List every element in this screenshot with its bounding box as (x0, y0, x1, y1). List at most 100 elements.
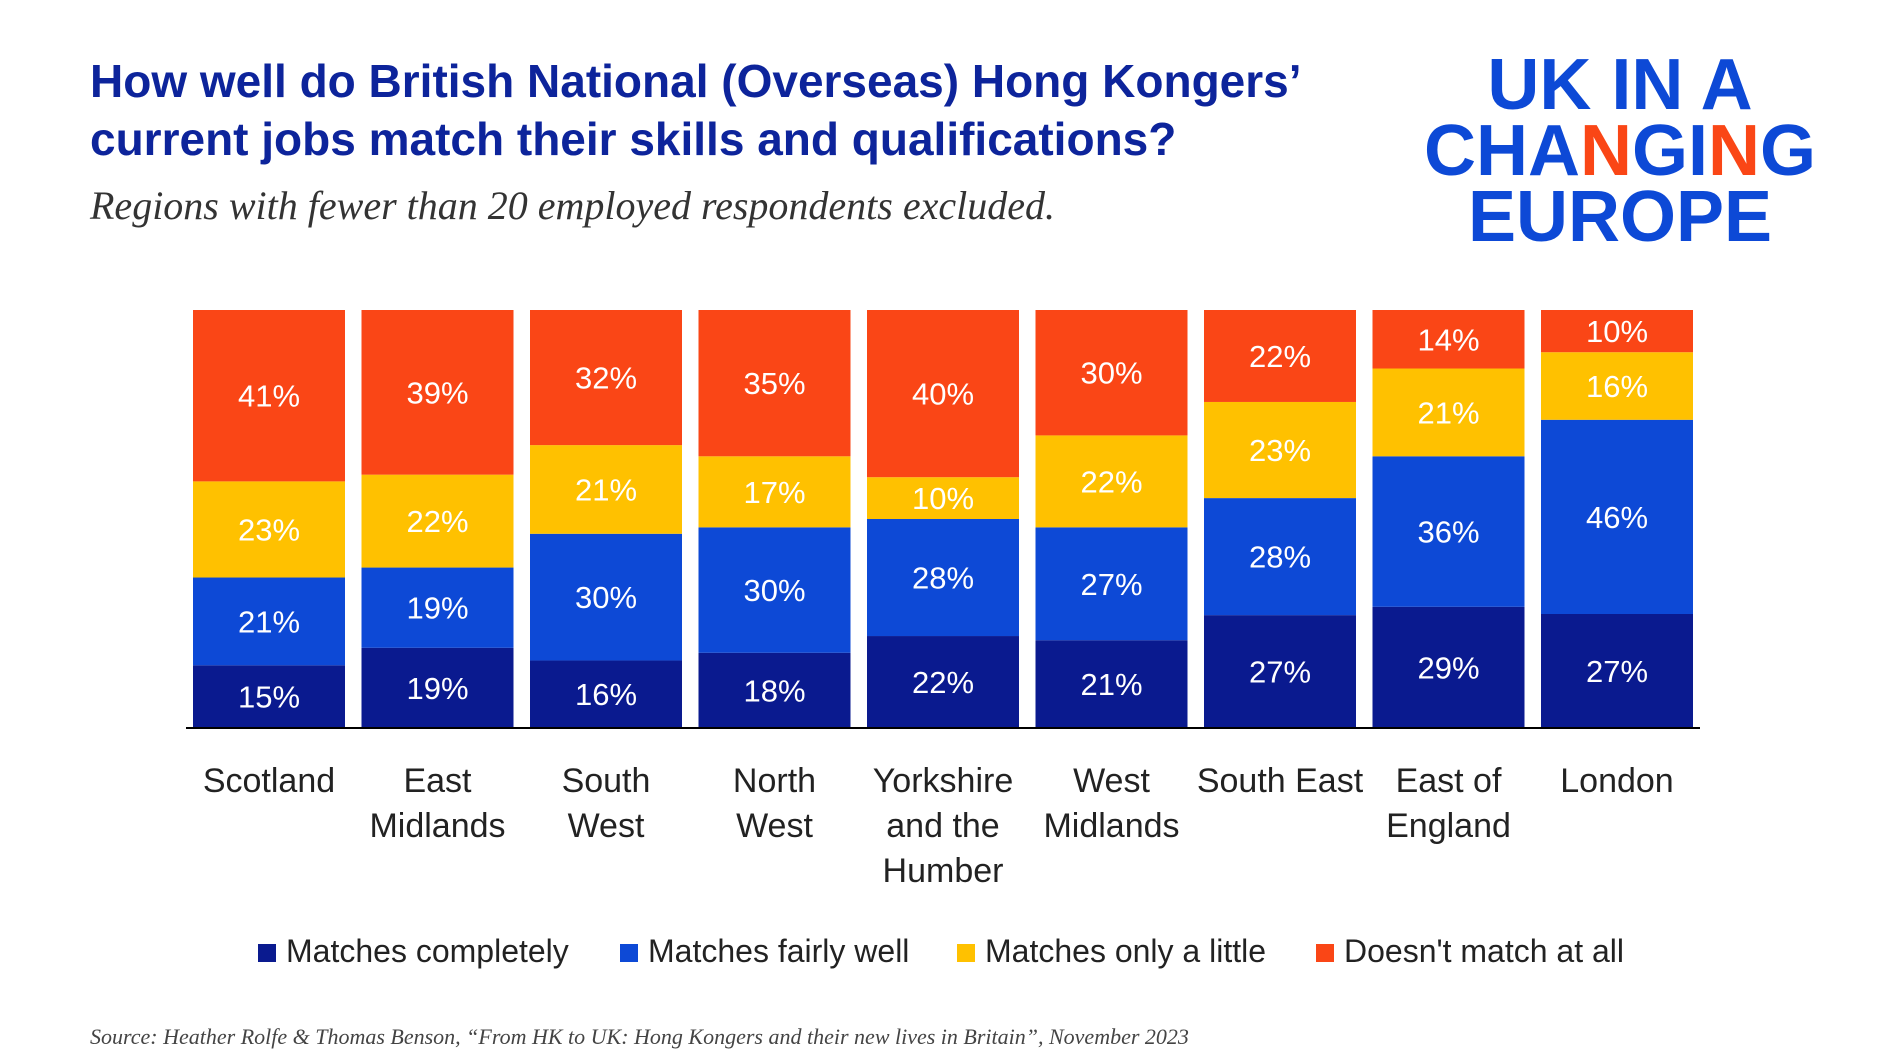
bar-east-of-england-matches-completely (1372, 606, 1525, 728)
x-tick-labels-group: Scotland East Midlands South West North West Yo… (203, 762, 1674, 890)
value-label-west-midlands-matches-completely: 21% (1080, 667, 1142, 702)
value-label-south-west-doesn-t-match-at-all: 32% (575, 361, 637, 396)
bar-south-west-matches-fairly-well (530, 533, 682, 661)
bar-east-midlands-matches-only-a-little (361, 474, 514, 568)
bar-yorkshire-and-the-humber-matches-completely (867, 636, 1019, 728)
x-tick-label-yorkshire-and-the-humber: Yorkshire (873, 762, 1013, 800)
x-tick-label-west-midlands: West (1073, 762, 1150, 800)
bar-north-west-matches-completely (698, 652, 851, 728)
value-label-south-east-matches-only-a-little: 23% (1249, 433, 1311, 468)
bar-south-west-matches-completely (530, 660, 682, 728)
value-label-south-east-matches-completely: 27% (1249, 655, 1311, 690)
value-label-east-midlands-doesn-t-match-at-all: 39% (406, 375, 468, 410)
x-tick-label-east-midlands: Midlands (369, 807, 505, 845)
chart-title: How well do British National (Overseas) … (90, 55, 1299, 165)
x-tick-label-south-east: South East (1197, 762, 1364, 800)
bar-scotland-matches-fairly-well (193, 577, 345, 666)
logo-line-3: EUROPE (1467, 177, 1773, 257)
value-label-london-matches-completely: 27% (1586, 654, 1648, 689)
bar-east-of-england-matches-fairly-well (1372, 456, 1525, 607)
bar-yorkshire-and-the-humber-matches-only-a-little (867, 477, 1019, 519)
bar-east-midlands-matches-completely (361, 647, 514, 728)
bars-group (193, 310, 1693, 728)
bar-east-of-england-matches-only-a-little (1372, 368, 1525, 457)
value-label-yorkshire-and-the-humber-matches-completely: 22% (912, 665, 974, 700)
bar-west-midlands-matches-only-a-little (1035, 435, 1188, 528)
x-tick-label-north-west: West (736, 807, 813, 845)
legend-swatch-matches-only-a-little (957, 944, 975, 962)
value-labels-group: 15% 21% 23% 41% 19% 19% 22% 39% 16% 30% 21% 32% 18% 3… (238, 314, 1648, 715)
value-label-scotland-matches-fairly-well: 21% (238, 604, 300, 639)
value-label-north-west-matches-fairly-well: 30% (743, 573, 805, 608)
bar-south-west-matches-only-a-little (530, 445, 682, 534)
bar-east-of-england-doesn-t-match-at-all (1372, 310, 1525, 369)
value-label-north-west-doesn-t-match-at-all: 35% (743, 366, 805, 401)
x-tick-label-south-west: South (562, 762, 651, 800)
bar-scotland-doesn-t-match-at-all (193, 310, 345, 482)
bar-south-east-matches-fairly-well (1204, 498, 1356, 616)
x-tick-label-west-midlands: Midlands (1043, 807, 1179, 845)
x-tick-label-yorkshire-and-the-humber: and the (886, 807, 999, 845)
bar-west-midlands-matches-completely (1035, 640, 1188, 728)
value-label-east-of-england-doesn-t-match-at-all: 14% (1417, 322, 1479, 357)
legend-label-matches-completely: Matches completely (286, 933, 569, 969)
value-label-west-midlands-matches-only-a-little: 22% (1080, 464, 1142, 499)
legend-label-matches-only-a-little: Matches only a little (985, 933, 1266, 969)
value-label-north-west-matches-only-a-little: 17% (743, 475, 805, 510)
bar-london-matches-only-a-little (1541, 352, 1693, 420)
bar-south-east-matches-completely (1204, 615, 1356, 728)
value-label-south-west-matches-only-a-little: 21% (575, 472, 637, 507)
value-label-west-midlands-doesn-t-match-at-all: 30% (1080, 356, 1142, 391)
value-label-scotland-matches-only-a-little: 23% (238, 512, 300, 547)
value-label-yorkshire-and-the-humber-doesn-t-match-at-all: 40% (912, 377, 974, 412)
bar-south-east-matches-only-a-little (1204, 401, 1356, 499)
value-label-south-east-doesn-t-match-at-all: 22% (1249, 339, 1311, 374)
value-label-east-of-england-matches-fairly-well: 36% (1417, 515, 1479, 550)
x-tick-label-east-midlands: East (403, 762, 472, 800)
x-tick-label-south-west: West (568, 807, 645, 845)
x-tick-label-north-west: North (733, 762, 816, 800)
x-tick-label-yorkshire-and-the-humber: Humber (883, 852, 1004, 890)
x-tick-label-east-of-england: East of (1396, 762, 1502, 800)
bar-south-east-doesn-t-match-at-all (1204, 310, 1356, 402)
bar-london-doesn-t-match-at-all (1541, 310, 1693, 353)
value-label-west-midlands-matches-fairly-well: 27% (1080, 567, 1142, 602)
value-label-east-of-england-matches-only-a-little: 21% (1417, 395, 1479, 430)
value-label-scotland-doesn-t-match-at-all: 41% (238, 379, 300, 414)
chart-subtitle: Regions with fewer than 20 employed resp… (90, 183, 1055, 228)
legend: Matches completely Matches fairly well Mat… (258, 933, 1624, 969)
bar-north-west-matches-only-a-little (698, 456, 851, 528)
value-label-london-doesn-t-match-at-all: 10% (1586, 314, 1648, 349)
bar-west-midlands-matches-fairly-well (1035, 527, 1188, 641)
x-tick-label-east-of-england: England (1386, 807, 1511, 845)
logo-line-1: UK IN A (1487, 45, 1753, 125)
value-label-yorkshire-and-the-humber-matches-only-a-little: 10% (912, 481, 974, 516)
bar-scotland-matches-completely (193, 665, 345, 728)
value-label-london-matches-only-a-little: 16% (1586, 369, 1648, 404)
bar-south-west-doesn-t-match-at-all (530, 310, 682, 446)
bar-scotland-matches-only-a-little (193, 481, 345, 578)
uk-in-a-changing-europe-logo: UK IN A CHANGING EUROPE (1400, 45, 1840, 257)
value-label-scotland-matches-completely: 15% (238, 680, 300, 715)
value-label-north-west-matches-completely: 18% (743, 673, 805, 708)
legend-label-matches-fairly-well: Matches fairly well (648, 933, 909, 969)
x-tick-label-scotland: Scotland (203, 762, 335, 800)
x-tick-label-london: London (1560, 762, 1673, 800)
logo-line-2: CHANGING (1423, 111, 1817, 191)
value-label-east-midlands-matches-fairly-well: 19% (406, 591, 468, 626)
value-label-east-midlands-matches-only-a-little: 22% (406, 504, 468, 539)
bar-yorkshire-and-the-humber-doesn-t-match-at-all (867, 310, 1019, 478)
value-label-london-matches-fairly-well: 46% (1586, 500, 1648, 535)
value-label-south-east-matches-fairly-well: 28% (1249, 540, 1311, 575)
legend-swatch-doesn-t-match-at-all (1316, 944, 1334, 962)
source-note: Source: Heather Rolfe & Thomas Benson, “… (90, 1024, 1189, 1049)
legend-label-doesn-t-match-at-all: Doesn't match at all (1344, 933, 1624, 969)
bar-london-matches-fairly-well (1541, 419, 1693, 614)
value-label-east-of-england-matches-completely: 29% (1417, 650, 1479, 685)
value-label-south-west-matches-fairly-well: 30% (575, 580, 637, 615)
legend-swatch-matches-completely (258, 944, 276, 962)
legend-swatch-matches-fairly-well (620, 944, 638, 962)
bar-yorkshire-and-the-humber-matches-fairly-well (867, 519, 1019, 637)
value-label-east-midlands-matches-completely: 19% (406, 671, 468, 706)
